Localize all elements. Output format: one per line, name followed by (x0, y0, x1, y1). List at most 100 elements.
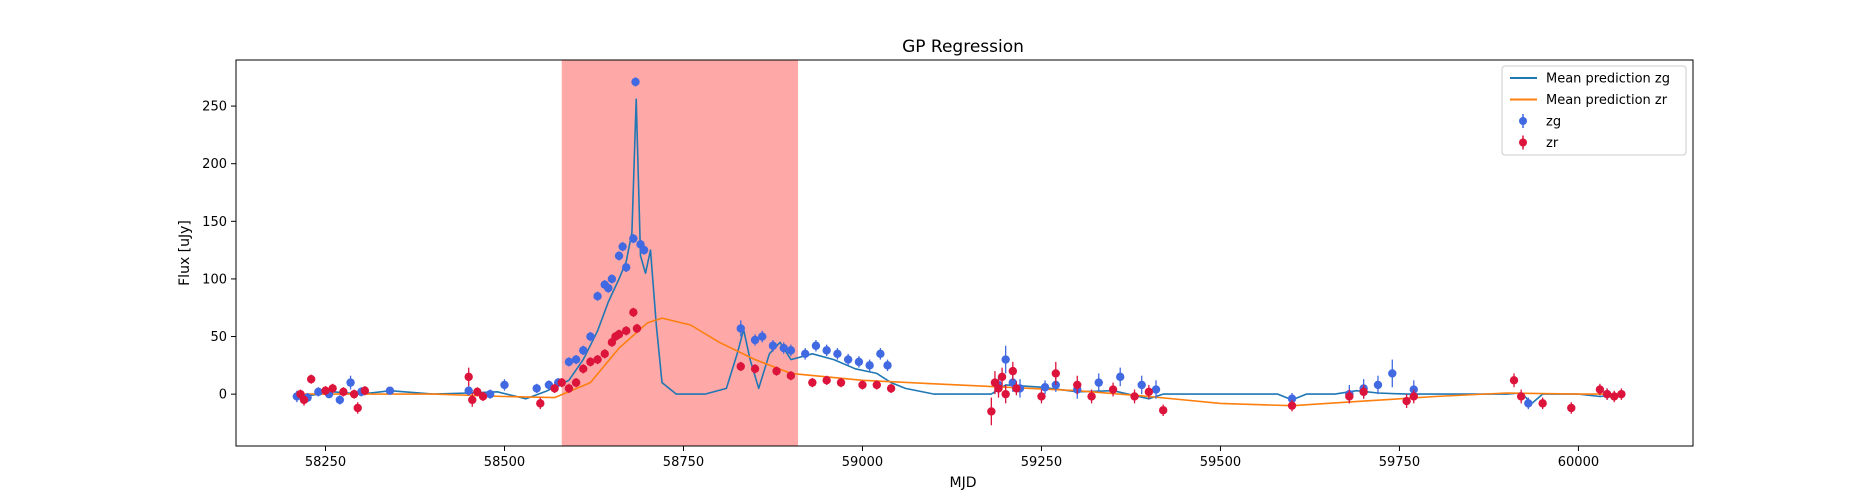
chart-title: GP Regression (902, 37, 1024, 57)
data-point-zg (865, 361, 874, 370)
data-point-zg (586, 332, 595, 341)
data-point-zg (768, 341, 778, 350)
data-point-zr (1087, 392, 1096, 401)
data-point-zr (622, 326, 631, 335)
data-point-zr (593, 355, 602, 364)
data-point-zr (1108, 385, 1118, 394)
data-point-zg (629, 234, 638, 243)
data-point-zr (836, 378, 846, 387)
data-point-zg (1388, 369, 1397, 378)
data-point-zr (1130, 392, 1139, 401)
data-point-zg (579, 346, 588, 355)
data-point-zg (1373, 380, 1383, 390)
series-zr (296, 307, 1626, 426)
data-point-zr (1158, 406, 1168, 415)
data-point-zg (607, 274, 617, 284)
data-point-zg (1287, 394, 1297, 403)
data-point-zg (614, 251, 624, 261)
x-tick-label: 59500 (1200, 455, 1241, 470)
data-point-zr (1051, 369, 1060, 378)
data-point-zr (1617, 389, 1626, 399)
data-point-zr (822, 376, 831, 385)
data-point-zr (600, 349, 609, 359)
y-axis-label: Flux [uJy] (177, 220, 193, 286)
series-zg (292, 77, 1612, 410)
data-point-zr (808, 378, 817, 387)
x-tick-label: 59750 (1379, 455, 1420, 470)
data-point-zr (306, 374, 316, 384)
data-point-zg (532, 384, 541, 393)
data-point-zg (1137, 380, 1146, 390)
data-point-zr (478, 392, 488, 401)
data-point-zg (1001, 355, 1010, 364)
data-point-zr (1345, 392, 1354, 401)
series-layer (292, 77, 1626, 426)
x-axis-label: MJD (950, 475, 977, 491)
data-point-zr (586, 357, 595, 367)
y-axis-ticks: 0 50 100 150 200 250 (202, 100, 236, 403)
data-point-zr (1595, 385, 1605, 394)
data-point-zg (779, 343, 788, 353)
data-point-zr (786, 371, 796, 380)
data-point-zr (1008, 366, 1018, 376)
data-point-zr (1037, 392, 1046, 401)
data-point-zr (858, 380, 867, 390)
legend-swatch-marker (1519, 117, 1527, 125)
data-point-zr (360, 386, 370, 395)
data-point-zr (557, 378, 566, 387)
data-point-zg (883, 361, 892, 370)
data-point-zr (629, 308, 638, 317)
data-point-zr (1287, 401, 1297, 410)
data-point-zg (485, 389, 495, 399)
data-point-zg (758, 332, 767, 341)
data-point-zg (786, 346, 796, 355)
x-tick-label: 58250 (305, 455, 346, 470)
data-point-zg (1524, 399, 1533, 408)
data-point-zr (353, 403, 362, 413)
legend-swatch-marker (1519, 138, 1527, 147)
legend-label: Mean prediction zg (1546, 72, 1670, 87)
x-tick-label: 60000 (1558, 455, 1599, 470)
data-point-zg (833, 349, 842, 359)
data-point-zr (1567, 403, 1576, 413)
data-point-zr (536, 399, 545, 408)
data-point-zr (772, 366, 781, 376)
data-point-zr (1516, 392, 1526, 401)
data-point-zr (468, 395, 477, 405)
legend-box (1501, 65, 1687, 156)
data-point-zr (299, 395, 309, 405)
data-point-zg (1116, 372, 1125, 382)
legend-label: Mean prediction zr (1546, 93, 1668, 108)
data-point-zr (564, 384, 574, 393)
data-point-zg (335, 395, 345, 405)
data-point-zr (1610, 392, 1619, 401)
data-point-zg (604, 283, 613, 293)
y-tick-label: 200 (202, 157, 227, 172)
data-point-zr (1012, 384, 1021, 393)
y-tick-label: 50 (210, 330, 227, 345)
y-tick-label: 0 (219, 388, 227, 403)
highlight-span-layer (561, 60, 799, 446)
data-point-zr (328, 384, 337, 393)
data-point-zg (1409, 385, 1418, 394)
data-point-zg (564, 357, 574, 367)
y-tick-label: 100 (202, 272, 227, 287)
legend-label: zr (1546, 136, 1559, 151)
data-point-zg (639, 245, 649, 255)
highlight-span (561, 60, 799, 446)
data-point-zg (385, 386, 395, 395)
data-point-zr (1538, 399, 1547, 408)
data-point-zg (314, 387, 323, 397)
x-tick-label: 59000 (842, 455, 883, 470)
data-point-zg (500, 380, 509, 390)
data-point-zg (854, 357, 864, 367)
data-point-zr (1001, 389, 1010, 399)
data-point-zr (994, 384, 1003, 393)
data-point-zg (346, 378, 355, 387)
data-point-zr (473, 387, 482, 397)
y-tick-label: 250 (202, 100, 227, 115)
data-point-zr (1144, 387, 1154, 397)
data-point-zr (886, 384, 896, 393)
